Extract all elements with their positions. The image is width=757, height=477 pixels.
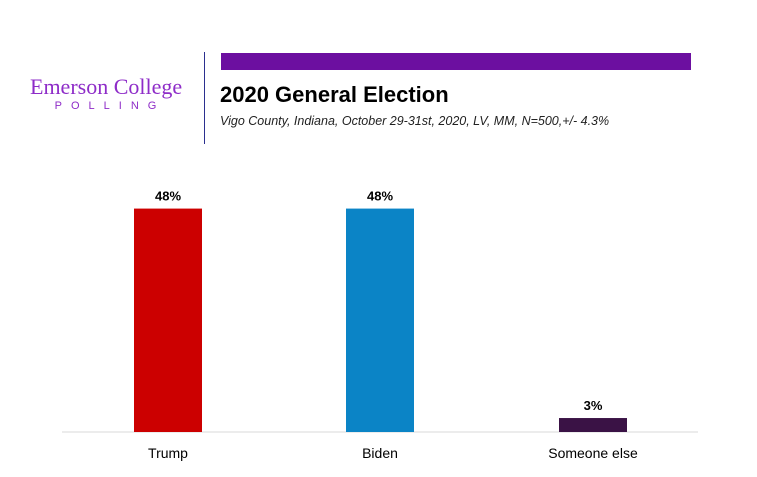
value-label-group: 48% 48% 3% (155, 189, 603, 413)
logo-tagline: POLLING (54, 100, 166, 112)
accent-bar (221, 53, 691, 70)
value-label-trump: 48% (155, 189, 181, 204)
category-label-group: Trump Biden Someone else (148, 445, 638, 461)
bar-trump (134, 208, 202, 432)
bar-someone-else (559, 418, 627, 432)
category-label-trump: Trump (148, 445, 188, 461)
header-divider (204, 52, 205, 144)
category-label-someone-else: Someone else (548, 445, 638, 461)
value-label-biden: 48% (367, 189, 393, 204)
value-label-someone-else: 3% (584, 398, 603, 413)
logo-name: Emerson College (30, 74, 183, 99)
category-label-biden: Biden (362, 445, 398, 461)
bar-group (134, 208, 627, 432)
chart-subtitle: Vigo County, Indiana, October 29-31st, 2… (220, 114, 610, 128)
chart-title: 2020 General Election (220, 82, 449, 107)
bar-biden (346, 208, 414, 432)
